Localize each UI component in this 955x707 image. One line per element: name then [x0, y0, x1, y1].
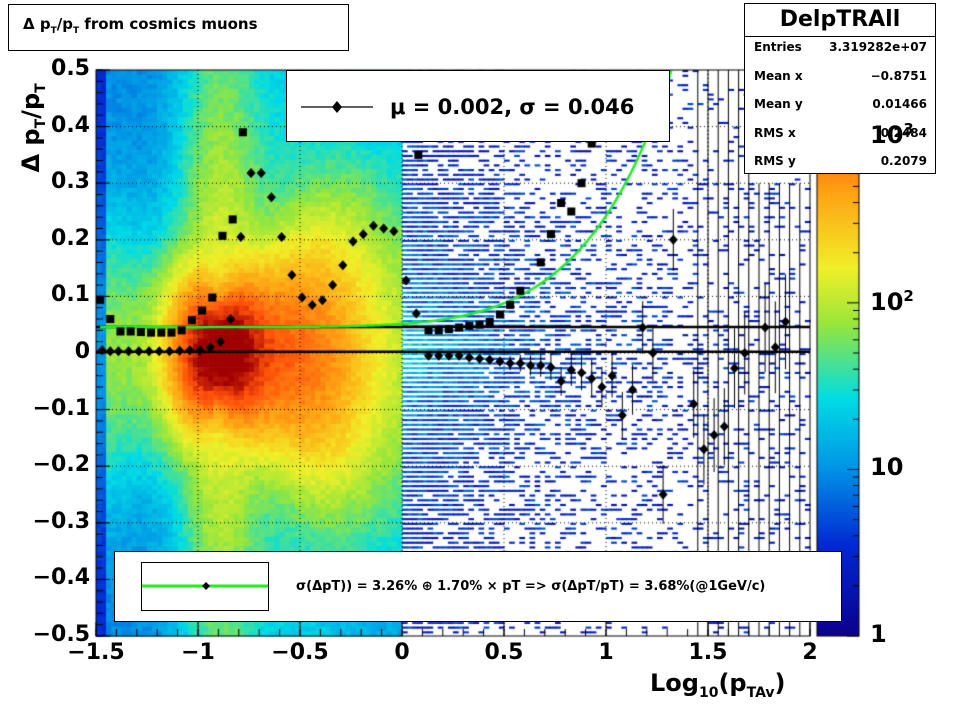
- y-tick-label: 0.1: [51, 282, 90, 308]
- y-label-sub2: T: [32, 83, 49, 93]
- x-label-sub: 10: [698, 684, 719, 701]
- legend-top: μ = 0.002, σ = 0.046: [286, 70, 670, 142]
- y-tick-label: 0.2: [51, 225, 90, 251]
- title-suffix: from cosmics muons: [79, 15, 258, 33]
- colorbar-label: 1: [870, 620, 887, 648]
- legend-top-text: μ = 0.002, σ = 0.046: [390, 95, 635, 119]
- x-tick-label: 0: [394, 640, 410, 665]
- stats-value: 0.2079: [880, 154, 927, 168]
- x-tick-label: −1: [181, 640, 215, 665]
- legend-bottom: σ(ΔpT)) = 3.26% ⊕ 1.70% × pT => σ(ΔpT/pT…: [114, 551, 842, 622]
- x-label-sub2: TAv: [746, 684, 775, 701]
- x-axis-label: Log10(pTAv): [650, 669, 786, 701]
- y-tick-label: −0.3: [32, 508, 90, 534]
- x-label-main: Log: [650, 669, 699, 697]
- colorbar-label: 102: [870, 286, 914, 316]
- legend-bottom-text: σ(ΔpT)) = 3.26% ⊕ 1.70% × pT => σ(ΔpT/pT…: [296, 579, 766, 594]
- legend-top-marker: [301, 101, 373, 113]
- stats-label: Mean y: [754, 97, 803, 111]
- y-tick-label: 0: [74, 339, 90, 364]
- stats-divider: [745, 36, 935, 37]
- x-tick-label: −1.5: [67, 640, 125, 665]
- x-tick-label: 1: [598, 640, 614, 665]
- stats-label: Entries: [754, 40, 802, 54]
- x-label-open: (p: [718, 669, 747, 697]
- title-text: Δ pT/pT from cosmics muons: [23, 15, 258, 36]
- y-tick-label: 0.3: [51, 169, 90, 195]
- y-tick-label: 0.5: [51, 56, 90, 81]
- x-tick-label: 0.5: [484, 640, 524, 665]
- title-prefix: Δ p: [23, 15, 51, 33]
- title-slash: /p: [56, 15, 73, 33]
- y-tick-label: −0.1: [32, 395, 90, 421]
- title-sub1: T: [50, 26, 57, 36]
- stats-label: RMS x: [754, 125, 796, 140]
- x-label-close: ): [774, 669, 786, 697]
- stats-value: 0.2484: [880, 125, 927, 140]
- stats-box: DelpTRAll Entries 3.319282e+07 Mean x −0.87…: [744, 3, 936, 174]
- legend-bottom-marker: [142, 582, 268, 590]
- y-tick-label: 0.4: [51, 112, 90, 138]
- stats-value: 0.01466: [872, 97, 927, 111]
- stats-name: DelpTRAll: [779, 7, 901, 32]
- title-box: Δ pT/pT from cosmics muons: [8, 4, 349, 51]
- colorbar-label: 10: [870, 453, 904, 482]
- x-tick-label: 1.5: [688, 640, 728, 665]
- y-tick-label: −0.5: [32, 622, 90, 647]
- title-sub2: T: [72, 26, 80, 36]
- stats-label: RMS y: [754, 154, 796, 168]
- stats-label: Mean x: [754, 68, 803, 83]
- x-tick-label: −0.5: [271, 640, 329, 665]
- x-tick-label: 2: [802, 640, 818, 665]
- y-tick-label: −0.2: [32, 452, 90, 478]
- legend-bottom-swatch: [141, 562, 269, 611]
- colorbar-label: 103: [870, 120, 914, 150]
- y-tick-label: −0.4: [32, 565, 90, 591]
- stats-value: −0.8751: [870, 68, 927, 83]
- stats-value: 3.319282e+07: [829, 40, 927, 54]
